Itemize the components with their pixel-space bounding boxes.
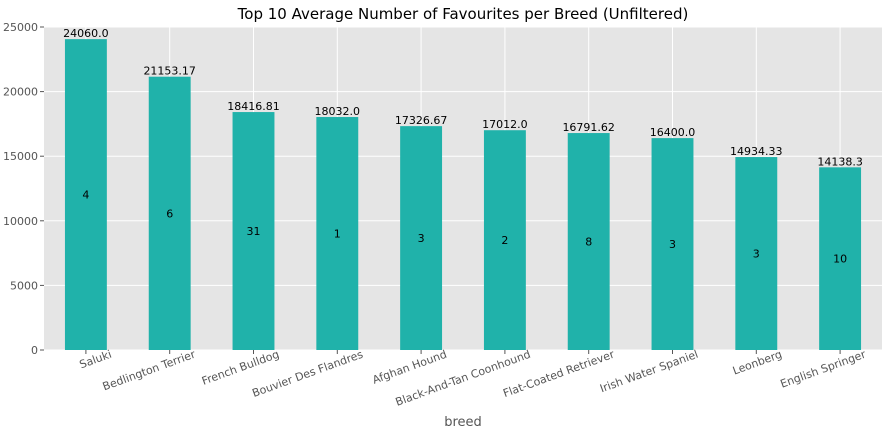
chart-title: Top 10 Average Number of Favourites per … — [237, 5, 689, 23]
bar-count-label: 6 — [166, 207, 173, 220]
bar-count-label: 3 — [669, 238, 676, 251]
x-tick-label: Bedlington Terrier — [101, 348, 198, 394]
bar-value-label: 16400.0 — [650, 126, 696, 139]
bar — [819, 167, 862, 350]
x-tick-label: Black-And-Tan Coonhound — [394, 348, 533, 409]
bar-value-label: 16791.62 — [562, 121, 615, 134]
y-tick-label: 0 — [31, 344, 38, 357]
bar-count-label: 31 — [247, 225, 261, 238]
x-tick-label: Saluki — [78, 348, 114, 372]
bar-count-label: 3 — [753, 248, 760, 261]
x-tick-label: English Springer — [779, 348, 868, 391]
bar-value-label: 14138.3 — [817, 155, 863, 168]
bar-value-label: 21153.17 — [143, 65, 196, 78]
y-tick-label: 5000 — [10, 279, 38, 292]
bar — [567, 133, 610, 350]
bar-value-label: 14934.33 — [730, 145, 783, 158]
bar-count-label: 10 — [833, 253, 847, 266]
bar — [735, 157, 778, 350]
bar-value-label: 17012.0 — [482, 118, 528, 131]
bar — [148, 76, 191, 350]
bar — [64, 39, 107, 350]
bar-count-label: 2 — [501, 234, 508, 247]
y-tick-label: 15000 — [3, 150, 38, 163]
y-tick-label: 20000 — [3, 86, 38, 99]
x-tick-label: Leonberg — [731, 348, 784, 378]
bar-value-label: 17326.67 — [395, 114, 448, 127]
bar — [651, 138, 694, 350]
bar-count-label: 4 — [82, 189, 89, 202]
x-axis-label: breed — [444, 415, 482, 430]
bar-value-label: 18032.0 — [315, 105, 361, 118]
bar-value-label: 24060.0 — [63, 27, 109, 40]
bar-value-label: 18416.81 — [227, 100, 280, 113]
y-tick-label: 25000 — [3, 21, 38, 34]
bar — [232, 112, 275, 351]
bars — [64, 39, 862, 351]
y-tick-label: 10000 — [3, 215, 38, 228]
bar — [400, 126, 443, 350]
bar — [483, 130, 526, 350]
bar-count-label: 1 — [334, 228, 341, 241]
bar-count-label: 3 — [418, 232, 425, 245]
bar — [316, 117, 359, 351]
bar-labels: 24060.0 4 21153.17 6 18416.81 31 18032.0 1 17326… — [63, 27, 863, 266]
y-axis-ticks: 0 5000 10000 15000 20000 25000 — [3, 21, 44, 357]
bar-count-label: 8 — [585, 236, 592, 249]
